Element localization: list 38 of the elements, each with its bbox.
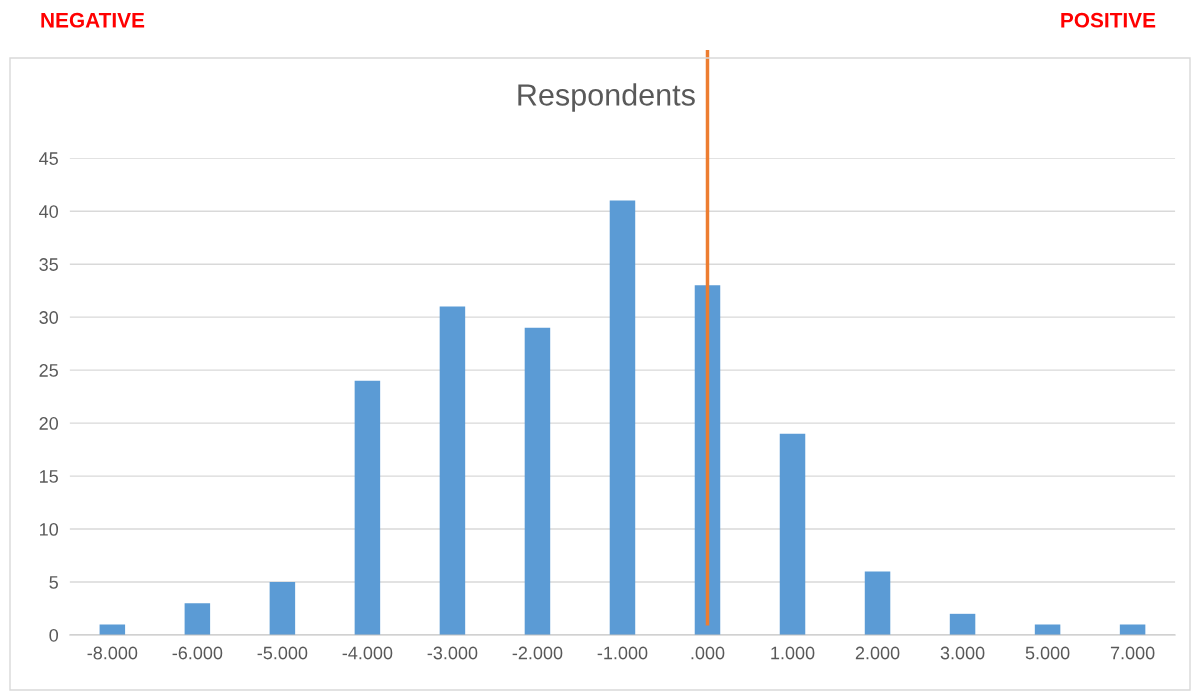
x-tick-label: 2.000: [855, 646, 900, 660]
bar: [269, 582, 296, 636]
bar: [949, 613, 976, 636]
bar: [609, 200, 636, 636]
x-tick-label: -1.000: [597, 646, 648, 660]
bar: [864, 571, 891, 636]
bar: [1034, 624, 1061, 636]
y-tick-label: 45: [39, 152, 58, 165]
y-tick-label: 25: [39, 364, 58, 377]
bar: [99, 624, 126, 636]
bar: [184, 603, 211, 636]
y-tick-label: 35: [39, 258, 58, 271]
y-tick-label: 5: [49, 576, 58, 589]
x-tick-label: -6.000: [172, 646, 223, 660]
x-tick-label: .000: [691, 646, 725, 660]
x-tick-label: -2.000: [512, 646, 563, 660]
text: POSITIVE: [1061, 12, 1156, 28]
x-tick-label: 3.000: [940, 646, 985, 660]
x-tick-label: -4.000: [342, 646, 393, 660]
chart-title: Respondents: [518, 83, 695, 112]
y-tick-label: 15: [40, 470, 58, 483]
y-tick-label: 40: [39, 205, 59, 218]
y-tick-label: 10: [40, 522, 59, 536]
bar: [1119, 624, 1146, 636]
y-tick-label: 0: [49, 628, 59, 642]
x-tick-label: -8.000: [87, 646, 138, 660]
bar: [354, 380, 381, 636]
y-tick-label: 30: [39, 311, 59, 324]
x-tick-label: -5.000: [257, 646, 308, 660]
y-tick-label: 20: [39, 417, 59, 430]
text: NEGATIVE: [41, 12, 145, 28]
bar: [779, 433, 806, 636]
bar: [524, 327, 551, 636]
x-tick-label: 1.000: [771, 646, 815, 660]
bar: [439, 306, 466, 636]
x-tick-label: -3.000: [427, 646, 478, 660]
x-tick-label: 5.000: [1025, 646, 1070, 660]
x-tick-label: 7.000: [1110, 646, 1155, 660]
